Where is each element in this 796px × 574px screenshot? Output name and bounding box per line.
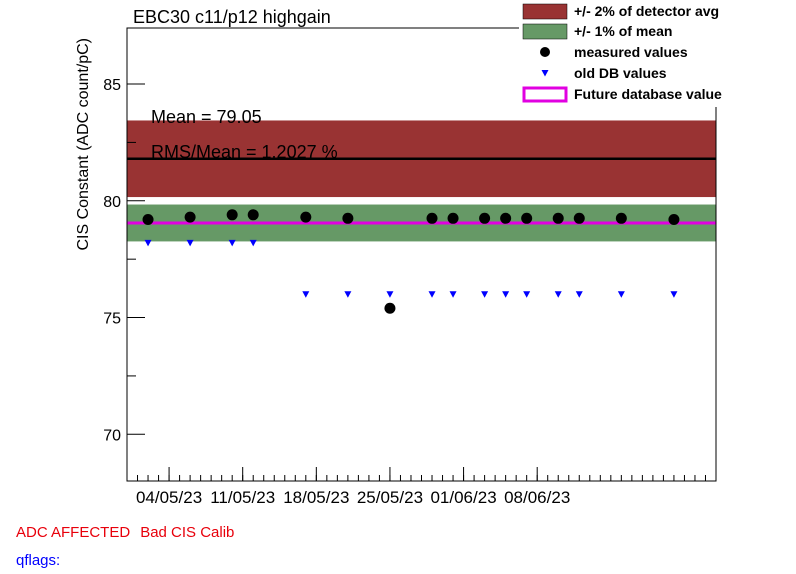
old-db-point xyxy=(554,291,562,298)
legend-detector-band-label: +/- 2% of detector avg xyxy=(574,3,719,19)
x-tick-label: 08/06/23 xyxy=(504,488,570,507)
legend-detector-band-swatch xyxy=(522,3,568,20)
measured-point xyxy=(447,212,459,224)
status-line: ADC AFFECTED Bad CIS Calib xyxy=(16,524,234,541)
measured-point xyxy=(426,212,438,224)
old-db-point xyxy=(502,291,510,298)
old-db-point xyxy=(670,291,678,298)
legend-future-db-swatch xyxy=(522,86,568,103)
old-db-point xyxy=(428,291,436,298)
qflags-label: qflags: xyxy=(16,552,61,569)
measured-point xyxy=(521,212,533,224)
measured-point xyxy=(500,212,512,224)
y-tick-label: 75 xyxy=(103,311,121,328)
legend-future-db-label: Future database value xyxy=(574,86,722,102)
bad-cis-label: Bad CIS Calib xyxy=(140,524,235,541)
measured-point xyxy=(384,302,396,314)
x-tick-label: 11/05/23 xyxy=(210,488,275,507)
legend-mean-band-label: +/- 1% of mean xyxy=(574,23,672,39)
chart-title: EBC30 c11/p12 highgain xyxy=(133,7,331,27)
measured-point xyxy=(615,212,627,224)
measured-point xyxy=(668,213,680,225)
measured-point xyxy=(552,212,564,224)
measured-point xyxy=(300,211,312,223)
x-tick-label: 25/05/23 xyxy=(357,488,423,507)
y-tick-label: 85 xyxy=(103,77,121,94)
old-db-point xyxy=(302,291,310,298)
x-tick-label: 01/06/23 xyxy=(430,488,496,507)
measured-point xyxy=(479,212,491,224)
measured-point xyxy=(342,212,354,224)
legend-old-db-swatch xyxy=(541,70,549,77)
old-db-point xyxy=(186,239,194,247)
legend-measured-label: measured values xyxy=(574,44,688,60)
old-db-point xyxy=(344,291,352,298)
measured-point xyxy=(142,213,154,225)
rms-annotation: RMS/Mean = 1.2027 % xyxy=(151,142,338,162)
measured-point xyxy=(184,211,196,223)
mean-annotation: Mean = 79.05 xyxy=(151,107,262,127)
old-db-point xyxy=(386,291,394,298)
y-axis-label: CIS Constant (ADC count/pC) xyxy=(75,38,92,251)
measured-point xyxy=(247,209,259,221)
old-db-point xyxy=(523,291,531,298)
x-tick-label: 18/05/23 xyxy=(283,488,349,507)
legend-mean-band-swatch xyxy=(522,23,568,40)
old-db-point xyxy=(617,291,625,298)
old-db-point xyxy=(575,291,583,298)
y-tick-label: 80 xyxy=(103,194,121,211)
old-db-point xyxy=(228,239,236,247)
old-db-point xyxy=(144,239,152,247)
legend-old-db-label: old DB values xyxy=(574,65,667,81)
old-db-point xyxy=(481,291,489,298)
old-db-point xyxy=(449,291,457,298)
x-tick-label: 04/05/23 xyxy=(136,488,202,507)
measured-point xyxy=(573,212,585,224)
adc-affected-label: ADC AFFECTED xyxy=(16,524,131,541)
legend-measured-swatch xyxy=(540,47,550,57)
measured-point xyxy=(226,209,238,221)
y-tick-label: 70 xyxy=(103,427,121,444)
old-db-point xyxy=(249,239,257,247)
